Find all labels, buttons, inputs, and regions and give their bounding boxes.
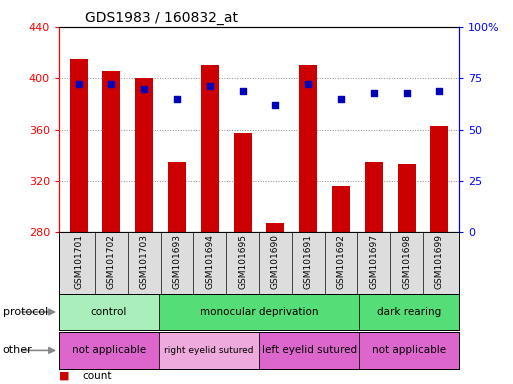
Point [173,96,181,102]
Text: GSM101703: GSM101703 [140,234,149,289]
Point [107,81,115,88]
Point [370,89,378,96]
Text: GSM101701: GSM101701 [74,234,83,289]
Text: GSM101690: GSM101690 [271,234,280,289]
Bar [359,332,459,369]
Text: GSM101695: GSM101695 [238,234,247,289]
Bar [201,65,219,232]
Bar [332,186,350,232]
Bar [299,65,317,232]
Text: GSM101691: GSM101691 [304,234,313,289]
Bar [159,332,259,369]
Point [304,81,312,88]
Text: monocular deprivation: monocular deprivation [200,307,318,317]
Bar [365,162,383,232]
Text: ■: ■ [59,371,69,381]
Text: not applicable: not applicable [72,345,146,356]
Text: GSM101699: GSM101699 [435,234,444,289]
Bar [359,294,459,330]
Point [271,102,280,108]
Text: GSM101694: GSM101694 [205,234,214,289]
Text: GSM101698: GSM101698 [402,234,411,289]
Point [206,83,214,89]
Bar [168,162,186,232]
Bar [266,223,285,232]
Point [337,96,345,102]
Text: GSM101702: GSM101702 [107,234,116,289]
Bar [398,164,416,232]
Text: GSM101697: GSM101697 [369,234,379,289]
Bar [159,294,359,330]
Point [436,88,444,94]
Bar [135,78,153,232]
Bar [233,134,252,232]
Text: GSM101693: GSM101693 [172,234,182,289]
Bar [259,332,359,369]
Text: GDS1983 / 160832_at: GDS1983 / 160832_at [85,11,238,25]
Text: GSM101692: GSM101692 [337,234,346,289]
Bar [59,294,159,330]
Text: dark rearing: dark rearing [377,307,441,317]
Text: count: count [82,371,112,381]
Text: control: control [91,307,127,317]
Text: other: other [3,345,32,356]
Point [74,81,83,88]
Text: left eyelid sutured: left eyelid sutured [262,345,357,356]
Bar [430,126,448,232]
Text: right eyelid sutured: right eyelid sutured [164,346,254,355]
Point [403,89,411,96]
Point [140,85,148,91]
Text: not applicable: not applicable [372,345,446,356]
Point [239,88,247,94]
Bar [70,59,88,232]
Bar [103,71,121,232]
Text: protocol: protocol [3,307,48,317]
Bar [59,332,159,369]
